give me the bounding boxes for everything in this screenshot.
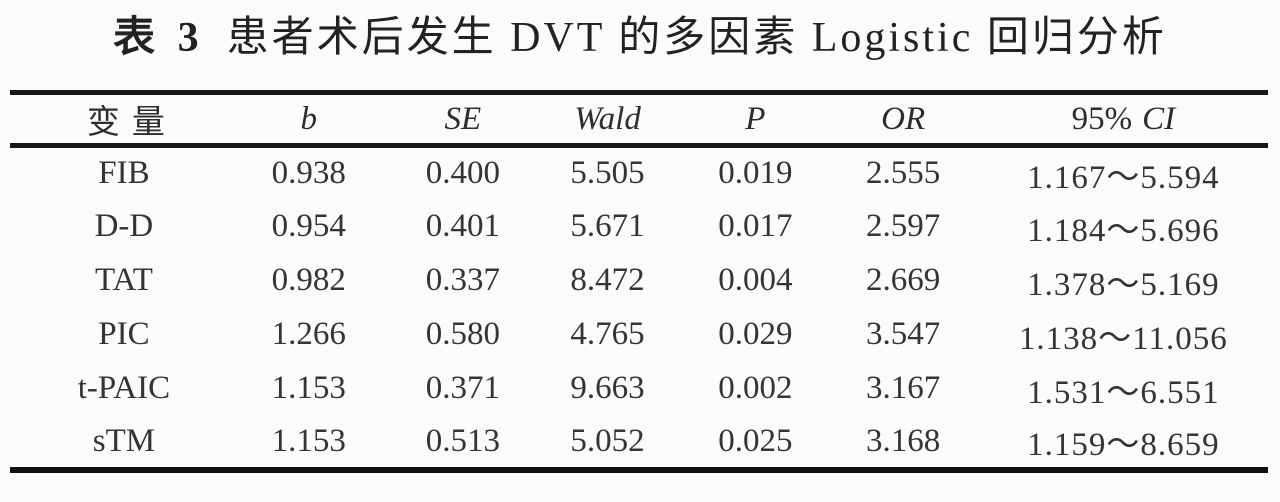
cell-or: 2.597 xyxy=(866,208,941,244)
cell-p: 0.029 xyxy=(718,316,793,352)
cell-wald: 9.663 xyxy=(570,370,645,406)
cell-p: 0.025 xyxy=(718,422,793,459)
table-row: FIB 0.938 0.400 5.505 0.019 2.555 1.167～… xyxy=(10,146,1268,200)
cell-ci: 1.138～11.056 xyxy=(1018,320,1228,357)
cell-or: 3.167 xyxy=(866,370,941,406)
table-row: t-PAIC 1.153 0.371 9.663 0.002 3.167 1.5… xyxy=(10,362,1268,416)
cell-se: 0.371 xyxy=(425,370,500,406)
table-body: FIB 0.938 0.400 5.505 0.019 2.555 1.167～… xyxy=(10,146,1268,470)
header-row: 变量 b SE Wald P OR 95% CI xyxy=(10,93,1268,146)
header-se: SE xyxy=(444,100,482,137)
cell-p: 0.019 xyxy=(718,155,793,192)
cell-wald: 5.505 xyxy=(570,155,645,192)
cell-ci: 1.184～5.696 xyxy=(1027,212,1220,249)
cell-b: 1.153 xyxy=(271,370,346,406)
cell-wald: 4.765 xyxy=(570,316,645,352)
cell-p: 0.004 xyxy=(718,262,793,298)
header-or: OR xyxy=(881,100,926,137)
cell-or: 2.669 xyxy=(866,262,941,298)
cell-b: 0.954 xyxy=(271,208,346,244)
header-ci-label: CI xyxy=(1142,100,1176,137)
header-wald: Wald xyxy=(574,100,641,137)
cell-variable: t-PAIC xyxy=(77,370,171,406)
cell-se: 0.337 xyxy=(425,262,500,298)
table-row: PIC 1.266 0.580 4.765 0.029 3.547 1.138～… xyxy=(10,308,1268,362)
table-number: 表 3 xyxy=(113,15,205,61)
header-ci: 95% CI xyxy=(979,93,1268,146)
cell-wald: 5.671 xyxy=(570,208,645,244)
logistic-regression-table: 变量 b SE Wald P OR 95% CI FIB 0.938 0.400 … xyxy=(10,90,1268,473)
cell-ci: 1.159～8.659 xyxy=(1027,427,1220,463)
cell-or: 3.547 xyxy=(866,316,941,352)
cell-b: 0.982 xyxy=(271,262,346,298)
table-row: TAT 0.982 0.337 8.472 0.004 2.669 1.378～… xyxy=(10,254,1268,308)
cell-se: 0.580 xyxy=(425,316,500,352)
cell-ci: 1.531～6.551 xyxy=(1027,374,1220,411)
cell-p: 0.002 xyxy=(718,370,793,406)
cell-se: 0.400 xyxy=(425,155,500,192)
cell-variable: sTM xyxy=(92,422,156,459)
table-title: 表 3 患者术后发生 DVT 的多因素 Logistic 回归分析 xyxy=(0,0,1280,64)
header-variable: 变量 xyxy=(86,105,177,141)
table-row: D-D 0.954 0.401 5.671 0.017 2.597 1.184～… xyxy=(10,200,1268,254)
cell-or: 3.168 xyxy=(866,422,941,459)
cell-or: 2.555 xyxy=(866,155,941,192)
cell-se: 0.401 xyxy=(425,208,500,244)
cell-wald: 8.472 xyxy=(570,262,645,298)
cell-ci: 1.378～5.169 xyxy=(1027,266,1220,303)
cell-variable: PIC xyxy=(98,316,150,352)
header-p: P xyxy=(745,100,766,137)
cell-ci: 1.167～5.594 xyxy=(1027,159,1220,196)
header-ci-percent: 95% xyxy=(1071,100,1133,137)
cell-b: 1.266 xyxy=(271,316,346,352)
cell-se: 0.513 xyxy=(425,422,500,459)
cell-variable: FIB xyxy=(98,155,150,192)
header-b: b xyxy=(300,100,318,137)
cell-b: 1.153 xyxy=(271,422,346,459)
cell-variable: D-D xyxy=(94,208,154,244)
cell-p: 0.017 xyxy=(718,208,793,244)
cell-b: 0.938 xyxy=(271,155,346,192)
table-row: sTM 1.153 0.513 5.052 0.025 3.168 1.159～… xyxy=(10,416,1268,470)
cell-variable: TAT xyxy=(95,262,153,298)
cell-wald: 5.052 xyxy=(570,422,645,459)
table-title-text: 患者术后发生 DVT 的多因素 Logistic 回归分析 xyxy=(226,15,1167,61)
